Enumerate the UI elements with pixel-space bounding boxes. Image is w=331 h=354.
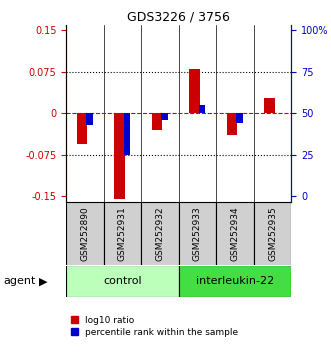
Text: GSM252931: GSM252931 — [118, 206, 127, 261]
Legend: log10 ratio, percentile rank within the sample: log10 ratio, percentile rank within the … — [71, 316, 238, 337]
Bar — [216, 202, 254, 266]
Bar — [152, 113, 162, 130]
Text: GSM252933: GSM252933 — [193, 206, 202, 261]
Bar — [199, 105, 205, 113]
Bar — [66, 266, 179, 297]
Bar — [123, 113, 130, 155]
Text: ▶: ▶ — [39, 276, 47, 286]
Text: GSM252890: GSM252890 — [80, 206, 89, 261]
Bar — [236, 113, 243, 123]
Text: GSM252934: GSM252934 — [230, 206, 240, 261]
Bar — [189, 69, 200, 113]
Bar — [264, 98, 275, 113]
Bar — [161, 113, 168, 120]
Text: GSM252935: GSM252935 — [268, 206, 277, 261]
Bar — [227, 113, 237, 135]
Text: interleukin-22: interleukin-22 — [196, 276, 274, 286]
Bar — [179, 266, 291, 297]
Bar — [114, 113, 125, 199]
Bar — [254, 202, 291, 266]
Bar — [86, 113, 93, 125]
Bar — [77, 113, 87, 144]
Title: GDS3226 / 3756: GDS3226 / 3756 — [127, 11, 230, 24]
Text: GSM252932: GSM252932 — [156, 206, 165, 261]
Text: control: control — [103, 276, 142, 286]
Bar — [104, 202, 141, 266]
Text: agent: agent — [3, 276, 36, 286]
Bar — [141, 202, 179, 266]
Bar — [179, 202, 216, 266]
Bar — [66, 202, 104, 266]
